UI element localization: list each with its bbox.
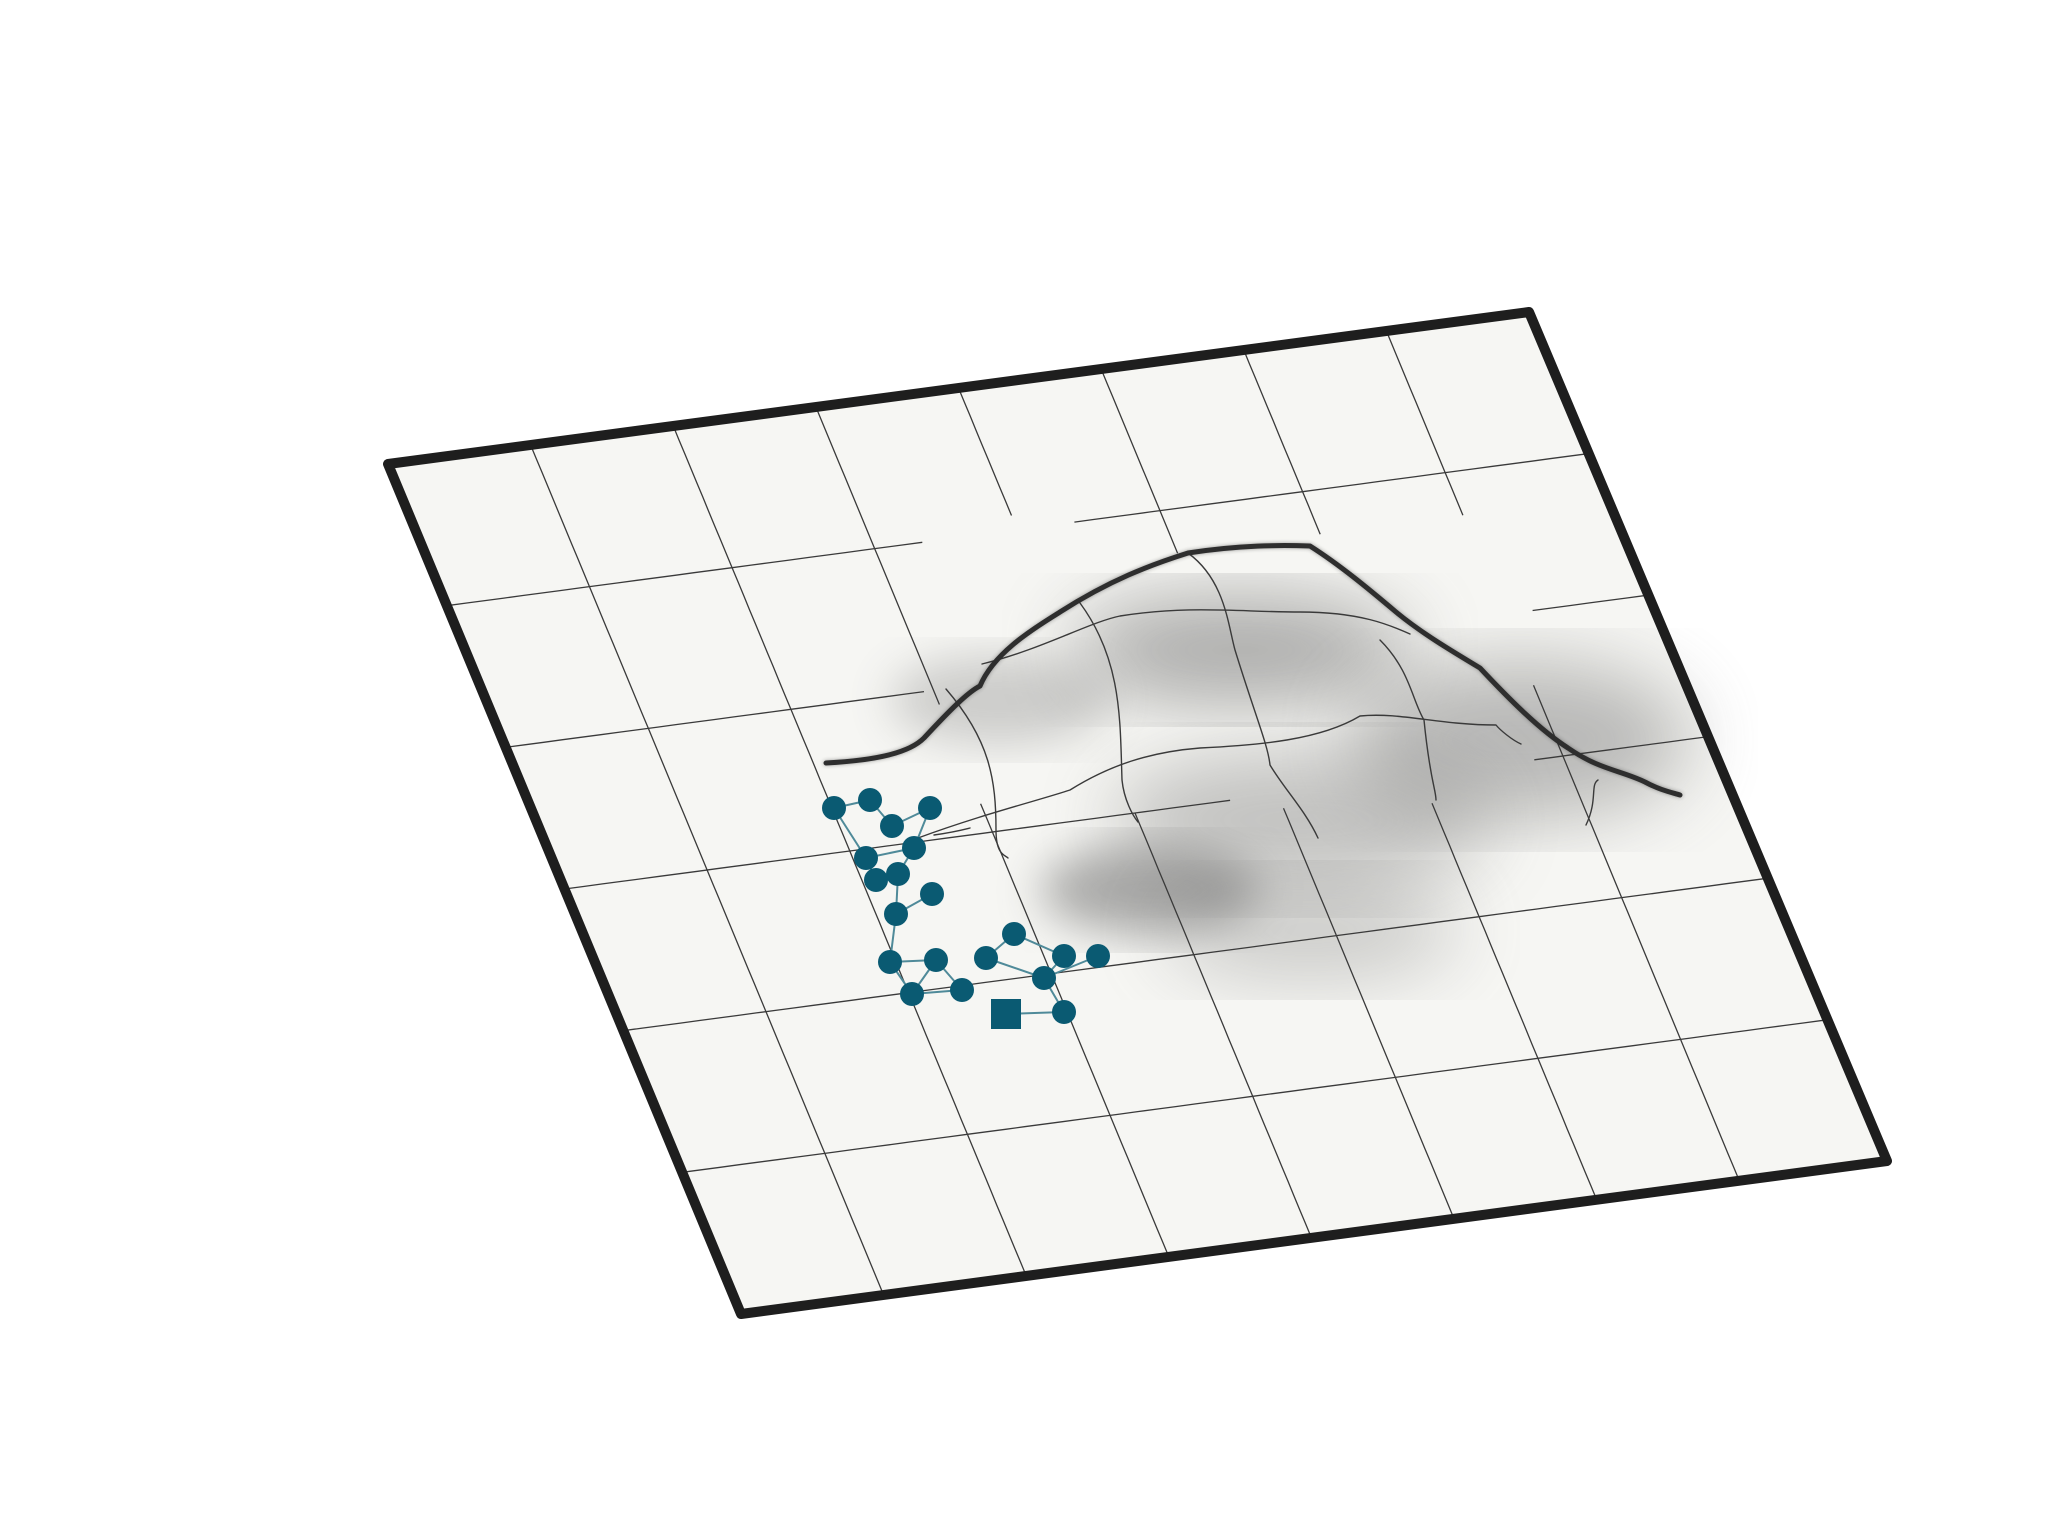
graph-node[interactable] xyxy=(880,814,904,838)
grid-row-line xyxy=(505,594,1647,748)
graph-node[interactable] xyxy=(822,796,846,820)
graph-node[interactable] xyxy=(1086,944,1110,968)
grid-column-line xyxy=(957,387,1313,1239)
terrain-contour-line xyxy=(1379,639,1437,801)
graph-node[interactable] xyxy=(886,862,910,886)
graph-node[interactable] xyxy=(858,788,882,812)
terrain-contour-line xyxy=(1079,602,1139,823)
graph-node[interactable] xyxy=(1052,944,1076,968)
graph-node[interactable] xyxy=(1052,1000,1076,1024)
graph-node[interactable] xyxy=(864,868,888,892)
graph-node[interactable] xyxy=(1002,922,1026,946)
graph-nodes xyxy=(822,788,1110,1029)
grid-column-line xyxy=(815,406,1170,1258)
terrain-contour-line xyxy=(981,609,1411,665)
graph-node[interactable] xyxy=(918,796,942,820)
terrain-contour-line xyxy=(933,827,971,836)
terrain-contour-line xyxy=(1585,779,1599,826)
grid-column-line xyxy=(1385,330,1741,1182)
graph-node[interactable] xyxy=(974,946,998,970)
grid-column-line xyxy=(1100,368,1455,1220)
graph-node[interactable] xyxy=(920,882,944,906)
terrain-contour-line xyxy=(945,688,1009,859)
graph-node[interactable] xyxy=(950,978,974,1002)
terrain-shading xyxy=(890,595,1690,980)
terrain-contour-line xyxy=(917,714,1522,839)
grid-row-line xyxy=(682,1019,1824,1173)
grid-row-line xyxy=(446,453,1588,607)
map-grid xyxy=(446,330,1824,1296)
graph-node[interactable] xyxy=(854,846,878,870)
graph-node[interactable] xyxy=(900,982,924,1006)
grid-row-line xyxy=(564,736,1706,890)
terrain-grid xyxy=(917,552,1599,859)
graph-node[interactable] xyxy=(1032,966,1056,990)
ridge-line-soft xyxy=(824,543,1682,797)
graph-node[interactable] xyxy=(902,836,926,860)
terrain-shadow xyxy=(1160,880,1460,980)
graph-node[interactable] xyxy=(878,950,902,974)
terrain-contour-line xyxy=(1187,552,1319,839)
map-board-frame xyxy=(383,307,1892,1319)
grid-row-line xyxy=(623,878,1765,1032)
terrain-shadow xyxy=(1070,595,1410,705)
grid-column-line xyxy=(1243,349,1598,1201)
terrain-shadow xyxy=(890,655,1110,745)
graph-node[interactable] xyxy=(924,948,948,972)
graph-node[interactable] xyxy=(884,902,908,926)
graph-root-node[interactable] xyxy=(991,999,1021,1029)
node-graph xyxy=(822,788,1110,1029)
